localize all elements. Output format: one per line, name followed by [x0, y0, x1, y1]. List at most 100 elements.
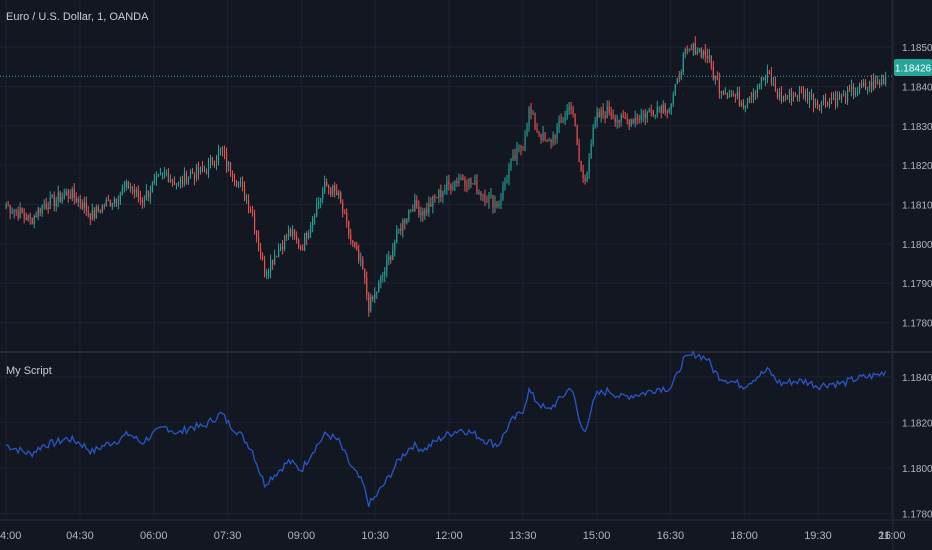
candle-body — [247, 199, 250, 211]
candle-body — [306, 233, 308, 239]
last-price-badge-bg — [894, 59, 932, 76]
candle-body — [566, 110, 568, 118]
symbol-title[interactable]: Euro / U.S. Dollar, 1, OANDA — [6, 11, 149, 23]
candle-body — [518, 147, 520, 149]
candle-body — [390, 256, 392, 261]
candle-body — [732, 94, 734, 95]
candle-body — [85, 202, 87, 211]
time-tick-label: 04:30 — [66, 530, 94, 542]
candle-body — [125, 181, 127, 188]
candle-body — [308, 232, 310, 239]
candle-body — [187, 177, 190, 184]
candle-body — [564, 117, 566, 122]
candle-body — [764, 77, 766, 81]
candle-body — [808, 97, 811, 102]
candle-body — [400, 228, 402, 231]
candle-body — [556, 127, 558, 139]
candle-body — [65, 191, 67, 195]
candle-body — [139, 197, 141, 201]
candle-body — [654, 114, 656, 116]
candle-body — [103, 205, 105, 207]
candle-body — [488, 195, 490, 203]
indicator-tick-label: 1.18400 — [902, 373, 932, 384]
candle-body — [610, 112, 612, 116]
price-axis-labels[interactable]: 1.17800 1.17900 1.18000 1.18100 1.18200 1.183… — [902, 43, 932, 329]
candle-body — [546, 140, 548, 142]
candle-body — [712, 66, 714, 80]
candle-body — [452, 186, 454, 190]
candle-body — [254, 214, 256, 231]
candle-body — [871, 81, 873, 90]
candle-body — [869, 81, 871, 88]
candle-body — [670, 104, 672, 109]
price-tick-label: 1.18500 — [902, 43, 932, 54]
candle-body — [526, 126, 528, 137]
candle-body — [402, 219, 404, 231]
candle-body — [318, 201, 320, 205]
candle-body — [410, 209, 412, 211]
candle-body — [270, 259, 272, 272]
candle-body — [203, 171, 206, 173]
candle-body — [181, 179, 184, 185]
candle-body — [209, 157, 212, 162]
candle-body — [508, 168, 510, 180]
candle-body — [875, 80, 877, 83]
indicator-axis-labels[interactable]: 1.17800 1.18000 1.18200 1.18400 — [902, 373, 932, 521]
candle-body — [730, 94, 732, 97]
candle-body — [155, 175, 157, 180]
candle-body — [97, 207, 99, 211]
candle-body — [744, 105, 746, 108]
price-tick-label: 1.18400 — [902, 83, 932, 94]
candle-body — [578, 144, 580, 162]
candle-body — [147, 190, 149, 197]
candle-body — [422, 211, 424, 216]
candle-body — [141, 200, 143, 203]
candle-body — [61, 197, 63, 202]
candle-body — [684, 49, 686, 54]
time-tick-label: 19:30 — [804, 530, 832, 542]
candle-body — [586, 172, 588, 181]
indicator-series — [6, 349, 887, 508]
candle-body — [740, 102, 742, 105]
candle-body — [53, 195, 55, 207]
candle-body — [284, 235, 286, 250]
candle-body — [560, 120, 562, 122]
candle-body — [632, 119, 634, 123]
candle-body — [428, 203, 430, 213]
candle-body — [754, 92, 756, 94]
candle-body — [211, 157, 214, 165]
candle-body — [55, 200, 57, 207]
candle-body — [9, 204, 11, 213]
candle-body — [704, 50, 706, 56]
candle-body — [500, 199, 502, 205]
time-tick-label: 13:30 — [509, 530, 537, 542]
time-tick-label: 10:30 — [361, 530, 389, 542]
candle-body — [496, 201, 498, 207]
candle-body — [486, 202, 488, 203]
candle-body — [260, 248, 262, 257]
candle-body — [524, 136, 526, 150]
candle-body — [23, 213, 25, 218]
candle-body — [49, 196, 51, 210]
candle-body — [484, 195, 486, 203]
candle-body — [552, 135, 554, 143]
time-tick-label: 16:30 — [657, 530, 685, 542]
time-tick-label: 09:00 — [288, 530, 316, 542]
candle-body — [582, 170, 584, 179]
candle-body — [75, 197, 77, 202]
candle-body — [330, 188, 332, 195]
candle-body — [185, 172, 188, 184]
candle-body — [45, 204, 47, 208]
candle-body — [600, 110, 602, 118]
candle-body — [233, 179, 236, 183]
candle-body — [574, 113, 576, 126]
candle-body — [21, 208, 23, 214]
candle-body — [290, 229, 292, 237]
candle-body — [682, 53, 684, 73]
indicator-title[interactable]: My Script — [6, 365, 52, 377]
candle-body — [542, 132, 544, 141]
time-axis-labels[interactable]: 4:00 04:30 06:00 07:30 09:00 10:30 12:00 13:30 1… — [0, 530, 906, 542]
candle-body — [474, 180, 476, 184]
candle-body — [404, 219, 406, 223]
